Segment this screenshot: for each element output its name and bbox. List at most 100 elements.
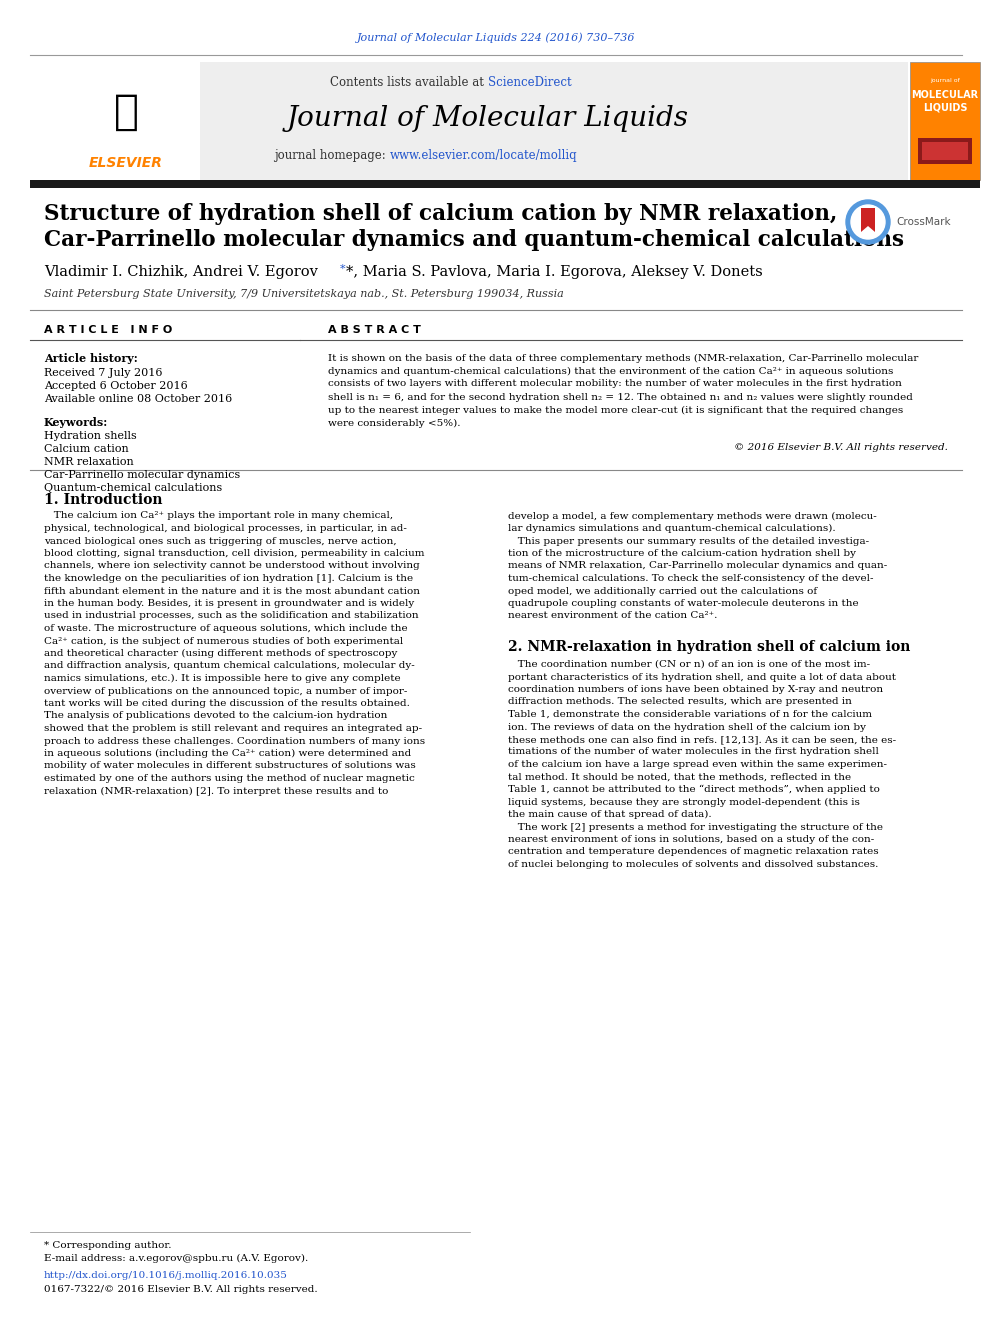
Text: the main cause of that spread of data).: the main cause of that spread of data). <box>508 810 711 819</box>
Text: Available online 08 October 2016: Available online 08 October 2016 <box>44 394 232 404</box>
Text: Structure of hydration shell of calcium cation by NMR relaxation,: Structure of hydration shell of calcium … <box>44 202 837 225</box>
Text: coordination numbers of ions have been obtained by X-ray and neutron: coordination numbers of ions have been o… <box>508 685 883 695</box>
Text: ion. The reviews of data on the hydration shell of the calcium ion by: ion. The reviews of data on the hydratio… <box>508 722 866 732</box>
Text: Accepted 6 October 2016: Accepted 6 October 2016 <box>44 381 187 392</box>
Text: vanced biological ones such as triggering of muscles, nerve action,: vanced biological ones such as triggerin… <box>44 537 397 545</box>
Text: Hydration shells: Hydration shells <box>44 431 137 441</box>
Text: The coordination number (CN or n) of an ion is one of the most im-: The coordination number (CN or n) of an … <box>508 660 870 669</box>
Text: used in industrial processes, such as the solidification and stabilization: used in industrial processes, such as th… <box>44 611 419 620</box>
Text: namics simulations, etc.). It is impossible here to give any complete: namics simulations, etc.). It is impossi… <box>44 673 401 683</box>
Text: were considerably <5%).: were considerably <5%). <box>328 418 460 427</box>
Text: This paper presents our summary results of the detailed investiga-: This paper presents our summary results … <box>508 537 869 545</box>
Text: nearest environment of the cation Ca²⁺.: nearest environment of the cation Ca²⁺. <box>508 611 717 620</box>
Bar <box>52 62 200 180</box>
Text: Contents lists available at: Contents lists available at <box>330 75 488 89</box>
Text: overview of publications on the announced topic, a number of impor-: overview of publications on the announce… <box>44 687 408 696</box>
Text: oped model, we additionally carried out the calculations of: oped model, we additionally carried out … <box>508 586 817 595</box>
Text: liquid systems, because they are strongly model-dependent (this is: liquid systems, because they are strongl… <box>508 798 860 807</box>
Text: blood clotting, signal transduction, cell division, permeability in calcium: blood clotting, signal transduction, cel… <box>44 549 425 558</box>
Text: channels, where ion selectivity cannot be understood without involving: channels, where ion selectivity cannot b… <box>44 561 420 570</box>
Text: in aqueous solutions (including the Ca²⁺ cation) were determined and: in aqueous solutions (including the Ca²⁺… <box>44 749 412 758</box>
Circle shape <box>851 205 885 239</box>
Text: *, Maria S. Pavlova, Maria I. Egorova, Aleksey V. Donets: *, Maria S. Pavlova, Maria I. Egorova, A… <box>346 265 763 279</box>
Text: The calcium ion Ca²⁺ plays the important role in many chemical,: The calcium ion Ca²⁺ plays the important… <box>44 512 393 520</box>
Text: develop a model, a few complementary methods were drawn (molecu-: develop a model, a few complementary met… <box>508 512 877 520</box>
Text: in the human body. Besides, it is present in groundwater and is widely: in the human body. Besides, it is presen… <box>44 599 415 609</box>
Text: shell is n₁ = 6, and for the second hydration shell n₂ = 12. The obtained n₁ and: shell is n₁ = 6, and for the second hydr… <box>328 393 913 401</box>
Text: tant works will be cited during the discussion of the results obtained.: tant works will be cited during the disc… <box>44 699 410 708</box>
Text: and diffraction analysis, quantum chemical calculations, molecular dy-: and diffraction analysis, quantum chemic… <box>44 662 415 671</box>
Text: 🌲: 🌲 <box>113 91 139 134</box>
Text: showed that the problem is still relevant and requires an integrated ap-: showed that the problem is still relevan… <box>44 724 423 733</box>
Text: proach to address these challenges. Coordination numbers of many ions: proach to address these challenges. Coor… <box>44 737 426 745</box>
Text: *: * <box>340 265 345 274</box>
Text: Journal of Molecular Liquids: Journal of Molecular Liquids <box>287 105 689 131</box>
Text: * Corresponding author.: * Corresponding author. <box>44 1241 172 1249</box>
Text: Ca²⁺ cation, is the subject of numerous studies of both experimental: Ca²⁺ cation, is the subject of numerous … <box>44 636 404 646</box>
Text: Vladimir I. Chizhik, Andrei V. Egorov: Vladimir I. Chizhik, Andrei V. Egorov <box>44 265 322 279</box>
Text: CrossMark: CrossMark <box>896 217 950 228</box>
Text: © 2016 Elsevier B.V. All rights reserved.: © 2016 Elsevier B.V. All rights reserved… <box>734 443 948 452</box>
Circle shape <box>846 200 890 243</box>
Text: estimated by one of the authors using the method of nuclear magnetic: estimated by one of the authors using th… <box>44 774 415 783</box>
Text: NMR relaxation: NMR relaxation <box>44 456 134 467</box>
Text: 1. Introduction: 1. Introduction <box>44 493 163 507</box>
Text: tum-chemical calculations. To check the self-consistency of the devel-: tum-chemical calculations. To check the … <box>508 574 874 583</box>
Text: means of NMR relaxation, Car-Parrinello molecular dynamics and quan-: means of NMR relaxation, Car-Parrinello … <box>508 561 887 570</box>
Text: quadrupole coupling constants of water-molecule deuterons in the: quadrupole coupling constants of water-m… <box>508 599 859 609</box>
Polygon shape <box>861 226 875 232</box>
Text: Saint Petersburg State University, 7/9 Universitetskaya nab., St. Petersburg 199: Saint Petersburg State University, 7/9 U… <box>44 288 563 299</box>
Bar <box>52 62 908 180</box>
Text: Table 1, cannot be attributed to the “direct methods”, when applied to: Table 1, cannot be attributed to the “di… <box>508 785 880 794</box>
Text: The analysis of publications devoted to the calcium-ion hydration: The analysis of publications devoted to … <box>44 712 387 721</box>
Text: MOLECULAR: MOLECULAR <box>912 90 978 101</box>
Text: Received 7 July 2016: Received 7 July 2016 <box>44 368 163 378</box>
Bar <box>30 180 980 188</box>
Text: The work [2] presents a method for investigating the structure of the: The work [2] presents a method for inves… <box>508 823 883 831</box>
Text: http://dx.doi.org/10.1016/j.molliq.2016.10.035: http://dx.doi.org/10.1016/j.molliq.2016.… <box>44 1270 288 1279</box>
Text: Quantum-chemical calculations: Quantum-chemical calculations <box>44 483 222 493</box>
Text: diffraction methods. The selected results, which are presented in: diffraction methods. The selected result… <box>508 697 852 706</box>
Text: and theoretical character (using different methods of spectroscopy: and theoretical character (using differe… <box>44 650 398 658</box>
Text: of nuclei belonging to molecules of solvents and dissolved substances.: of nuclei belonging to molecules of solv… <box>508 860 878 869</box>
Text: A B S T R A C T: A B S T R A C T <box>328 325 421 335</box>
Text: tal method. It should be noted, that the methods, reflected in the: tal method. It should be noted, that the… <box>508 773 851 782</box>
Text: consists of two layers with different molecular mobility: the number of water mo: consists of two layers with different mo… <box>328 380 902 389</box>
Text: Calcium cation: Calcium cation <box>44 445 129 454</box>
Text: portant characteristics of its hydration shell, and quite a lot of data about: portant characteristics of its hydration… <box>508 672 896 681</box>
Text: fifth abundant element in the nature and it is the most abundant cation: fifth abundant element in the nature and… <box>44 586 420 595</box>
Text: A R T I C L E   I N F O: A R T I C L E I N F O <box>44 325 173 335</box>
Text: Car-Parrinello molecular dynamics: Car-Parrinello molecular dynamics <box>44 470 240 480</box>
Bar <box>918 138 972 164</box>
Text: nearest environment of ions in solutions, based on a study of the con-: nearest environment of ions in solutions… <box>508 835 874 844</box>
Text: lar dynamics simulations and quantum-chemical calculations).: lar dynamics simulations and quantum-che… <box>508 524 835 533</box>
Text: journal homepage:: journal homepage: <box>275 148 390 161</box>
Text: LIQUIDS: LIQUIDS <box>923 103 967 112</box>
Text: tion of the microstructure of the calcium-cation hydration shell by: tion of the microstructure of the calciu… <box>508 549 856 558</box>
Text: Table 1, demonstrate the considerable variations of n for the calcium: Table 1, demonstrate the considerable va… <box>508 710 872 718</box>
Text: 2. NMR-relaxation in hydration shell of calcium ion: 2. NMR-relaxation in hydration shell of … <box>508 639 911 654</box>
Text: journal of: journal of <box>930 78 960 83</box>
Text: up to the nearest integer values to make the model more clear-cut (it is signifi: up to the nearest integer values to make… <box>328 405 904 414</box>
Text: the knowledge on the peculiarities of ion hydration [1]. Calcium is the: the knowledge on the peculiarities of io… <box>44 574 413 583</box>
Text: relaxation (NMR-relaxation) [2]. To interpret these results and to: relaxation (NMR-relaxation) [2]. To inte… <box>44 786 389 795</box>
Bar <box>861 208 875 232</box>
Text: timations of the number of water molecules in the first hydration shell: timations of the number of water molecul… <box>508 747 879 757</box>
Text: mobility of water molecules in different substructures of solutions was: mobility of water molecules in different… <box>44 762 416 770</box>
Bar <box>910 62 980 180</box>
Text: of waste. The microstructure of aqueous solutions, which include the: of waste. The microstructure of aqueous … <box>44 624 408 632</box>
Text: physical, technological, and biological processes, in particular, in ad-: physical, technological, and biological … <box>44 524 407 533</box>
Text: Journal of Molecular Liquids 224 (2016) 730–736: Journal of Molecular Liquids 224 (2016) … <box>357 33 635 44</box>
Text: It is shown on the basis of the data of three complementary methods (NMR-relaxat: It is shown on the basis of the data of … <box>328 353 919 363</box>
Text: centration and temperature dependences of magnetic relaxation rates: centration and temperature dependences o… <box>508 848 879 856</box>
Bar <box>922 142 968 160</box>
Text: Keywords:: Keywords: <box>44 417 108 427</box>
Text: dynamics and quantum-chemical calculations) that the environment of the cation C: dynamics and quantum-chemical calculatio… <box>328 366 894 376</box>
Text: 0167-7322/© 2016 Elsevier B.V. All rights reserved.: 0167-7322/© 2016 Elsevier B.V. All right… <box>44 1286 317 1294</box>
Text: E-mail address: a.v.egorov@spbu.ru (A.V. Egorov).: E-mail address: a.v.egorov@spbu.ru (A.V.… <box>44 1253 309 1262</box>
Text: of the calcium ion have a large spread even within the same experimen-: of the calcium ion have a large spread e… <box>508 759 887 769</box>
Text: these methods one can also find in refs. [12,13]. As it can be seen, the es-: these methods one can also find in refs.… <box>508 736 896 744</box>
Text: ELSEVIER: ELSEVIER <box>89 156 163 169</box>
Text: ScienceDirect: ScienceDirect <box>488 75 571 89</box>
Text: Article history:: Article history: <box>44 352 138 364</box>
